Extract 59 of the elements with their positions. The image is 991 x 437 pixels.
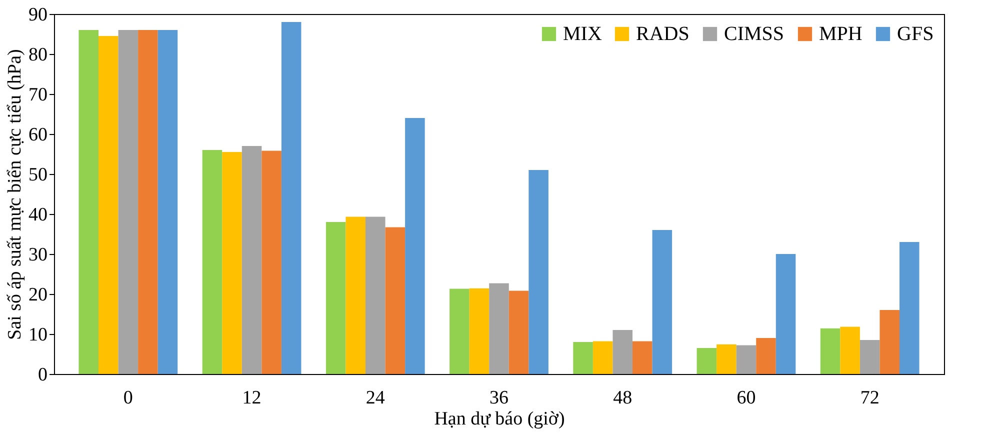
bar (385, 227, 406, 374)
y-tick-label: 20 (28, 284, 48, 306)
bar (326, 222, 346, 374)
bar (118, 30, 138, 374)
bar (262, 150, 282, 374)
bar (573, 342, 593, 374)
bar (860, 340, 880, 374)
bar (592, 341, 613, 374)
bar (508, 290, 529, 374)
bar (158, 30, 178, 374)
x-axis-title: Hạn dự báo (giờ) (434, 408, 565, 430)
y-tick-label: 40 (28, 204, 48, 226)
x-tick-label: 36 (490, 388, 508, 408)
x-tick-label: 60 (736, 388, 756, 408)
bar (756, 338, 776, 374)
bar (405, 118, 425, 374)
bar (222, 152, 242, 374)
y-tick-label: 80 (28, 44, 48, 66)
x-tick-label: 0 (123, 388, 133, 408)
y-tick-label: 70 (28, 84, 48, 106)
bar (820, 328, 840, 374)
x-tick-label: 12 (242, 388, 262, 408)
bar (736, 345, 756, 374)
bar (632, 341, 652, 374)
bar (652, 230, 672, 374)
y-tick-label: 10 (28, 324, 48, 346)
y-tick-label: 50 (28, 164, 48, 186)
bar (281, 22, 302, 374)
bar (880, 310, 900, 374)
bar (840, 326, 860, 374)
bar (138, 30, 158, 374)
bar (202, 150, 222, 374)
bar (242, 146, 262, 374)
bar (366, 216, 386, 374)
legend-label: RADS (636, 23, 690, 45)
bar (696, 348, 717, 374)
bar (346, 216, 366, 374)
bar (98, 36, 118, 374)
bar (450, 288, 470, 374)
y-tick-label: 0 (38, 364, 48, 386)
legend-label: MPH (819, 23, 862, 45)
x-tick-label: 24 (366, 388, 386, 408)
legend-label: MIX (563, 23, 602, 45)
legend-label: GFS (897, 23, 934, 45)
x-tick-label: 48 (613, 388, 632, 408)
y-tick-label: 60 (28, 124, 48, 146)
bar (78, 30, 98, 374)
bar (716, 344, 736, 374)
bar (776, 254, 796, 374)
legend-label: CIMSS (724, 23, 784, 45)
bar (900, 242, 920, 374)
y-tick-label: 90 (28, 4, 48, 26)
bar (528, 170, 548, 374)
y-tick-label: 30 (28, 244, 48, 266)
bar (489, 283, 509, 374)
x-tick-label: 72 (860, 388, 880, 408)
bar (469, 288, 490, 374)
bar (612, 330, 632, 374)
y-axis-title: Sai số áp suất mực biển cực tiểu (hPa) (4, 49, 26, 340)
